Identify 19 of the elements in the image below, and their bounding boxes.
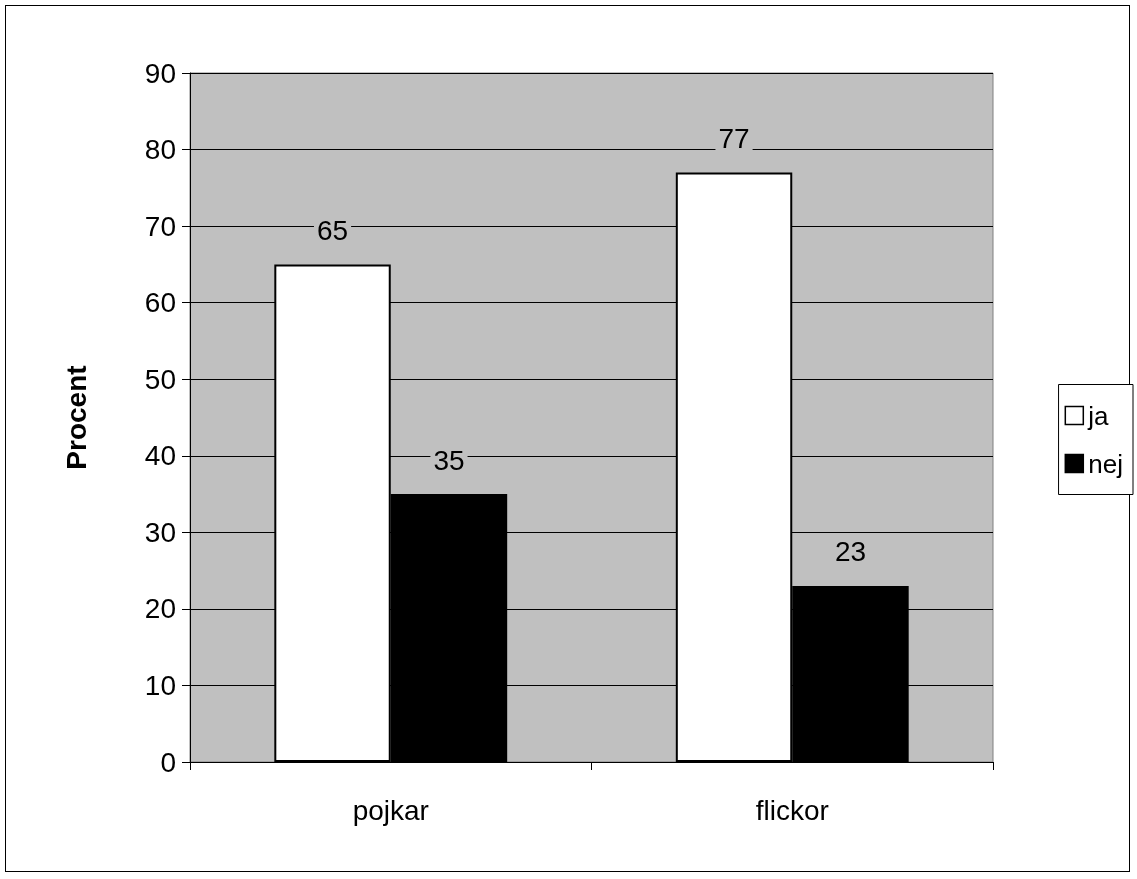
- y-tick-label: 40: [144, 440, 176, 472]
- y-tick-label: 20: [144, 593, 176, 625]
- y-axis-title: Procent: [60, 365, 92, 470]
- legend-label: ja: [1087, 400, 1110, 431]
- x-tick-label: pojkar: [352, 794, 429, 826]
- y-tick-label: 30: [144, 516, 176, 548]
- y-tick-label: 70: [144, 210, 176, 242]
- data-label: 77: [718, 123, 750, 155]
- y-tick-label: 60: [144, 287, 176, 319]
- y-tick-label: 0: [160, 746, 176, 778]
- y-tick-label: 90: [144, 57, 176, 89]
- y-tick-label: 80: [144, 134, 176, 166]
- data-label: 23: [834, 536, 867, 568]
- legend-label: nej: [1088, 448, 1124, 479]
- y-tick-label: 10: [144, 669, 176, 701]
- y-tick-label: 50: [144, 363, 176, 395]
- data-label: 65: [316, 214, 349, 246]
- data-label: 35: [433, 444, 465, 476]
- x-tick-label: flickor: [755, 794, 829, 826]
